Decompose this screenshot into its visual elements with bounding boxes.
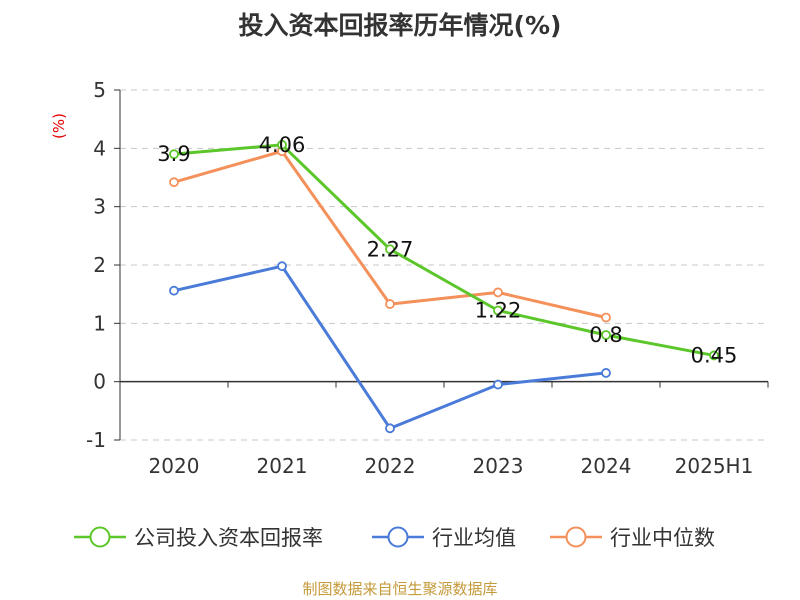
legend-marker (565, 526, 587, 548)
data-point (601, 312, 611, 323)
y-tick-label: 0 (93, 370, 106, 394)
legend-marker (89, 526, 111, 548)
y-tick-label: 2 (93, 253, 106, 277)
axis-layer: -1 0 1 2 3 4 5 2020 2021 2022 2023 2024 2025H1 (%) (50, 78, 769, 478)
data-point (385, 299, 395, 309)
legend-label: 行业均值 (432, 526, 516, 550)
x-tick-label: 2020 (149, 454, 200, 478)
data-point (601, 368, 611, 378)
y-axis-label: (%) (50, 113, 68, 139)
legend-label: 公司投入资本回报率 (134, 526, 323, 550)
legend-marker (387, 526, 409, 548)
data-point (601, 330, 611, 340)
data-point (493, 379, 503, 390)
data-point (493, 305, 503, 316)
x-tick-label: 2022 (365, 454, 416, 478)
y-tick-label: 3 (93, 195, 106, 219)
data-point (277, 139, 287, 150)
data-label: 2.27 (367, 237, 414, 261)
x-tick-label: 2025H1 (675, 454, 754, 478)
data-point (169, 149, 179, 160)
legend-label: 行业中位数 (610, 526, 715, 550)
data-label: 4.06 (259, 133, 306, 157)
data-label: 0.8 (589, 323, 622, 347)
series-line (173, 264, 607, 430)
series-line (173, 149, 607, 319)
data-label: 3.9 (157, 142, 190, 166)
series-line (173, 143, 715, 357)
data-point (493, 287, 503, 298)
x-tick-label: 2024 (581, 454, 632, 478)
x-tick-label: 2021 (257, 454, 308, 478)
grid-layer (120, 89, 768, 441)
data-point (709, 350, 719, 361)
chart-title: 投入资本回报率历年情况(%) (238, 11, 562, 40)
series-layer (169, 139, 719, 434)
data-point (169, 285, 179, 296)
data-label: 1.22 (475, 299, 522, 323)
legend: 公司投入资本回报率 行业均值 行业中位数 (74, 526, 715, 550)
source-note: 制图数据来自恒生聚源数据库 (302, 580, 498, 598)
data-label: 0.45 (691, 343, 738, 367)
y-tick-label: 1 (93, 311, 106, 335)
data-point (385, 244, 395, 255)
data-point (385, 423, 395, 434)
x-tick-label: 2023 (473, 454, 524, 478)
label-layer: 3.9 4.06 2.27 1.22 0.8 0.45 (157, 133, 737, 368)
y-tick-label: 4 (93, 136, 106, 160)
y-tick-label: 5 (93, 78, 106, 102)
data-point (277, 261, 287, 272)
y-tick-label: -1 (86, 428, 106, 452)
data-point (169, 177, 179, 188)
